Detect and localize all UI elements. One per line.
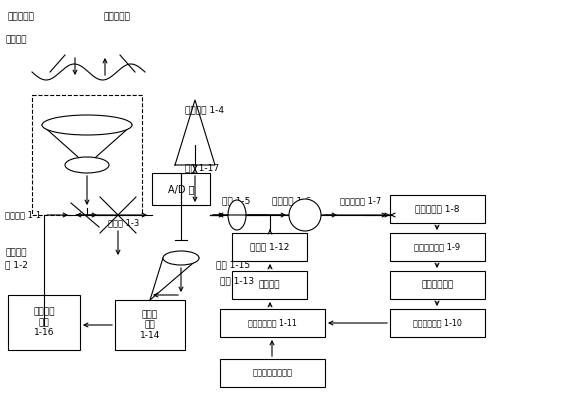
- Text: 大气湍流: 大气湍流: [5, 35, 27, 44]
- Ellipse shape: [228, 200, 246, 230]
- Bar: [32, 95, 142, 215]
- Text: 信号处理中心 1-10: 信号处理中心 1-10: [413, 319, 462, 327]
- Text: 激光器 1-12: 激光器 1-12: [250, 243, 289, 252]
- Bar: [8, 295, 80, 350]
- Bar: [220, 359, 325, 387]
- Text: 快速偏转: 快速偏转: [5, 248, 27, 257]
- Text: 下行信标光: 下行信标光: [8, 12, 35, 21]
- Polygon shape: [175, 100, 215, 165]
- Bar: [220, 309, 325, 337]
- Text: 驱动控制
模块
1-16: 驱动控制 模块 1-16: [34, 307, 55, 337]
- Circle shape: [289, 199, 321, 231]
- Text: 分光镜 1-3: 分光镜 1-3: [108, 218, 139, 227]
- Text: 图像传
感器
1-14: 图像传 感器 1-14: [140, 310, 160, 340]
- Bar: [232, 271, 307, 299]
- Ellipse shape: [42, 115, 132, 135]
- Text: A/D 转: A/D 转: [168, 184, 194, 194]
- Text: 透镜 1-13: 透镜 1-13: [220, 276, 254, 285]
- Text: 信号处理模块 1-9: 信号处理模块 1-9: [415, 243, 461, 252]
- Bar: [232, 233, 307, 261]
- Text: 驱动电流: 驱动电流: [259, 280, 280, 290]
- Text: 透镜 1-5: 透镜 1-5: [222, 196, 250, 205]
- Text: 发送控制模块 1-11: 发送控制模块 1-11: [248, 319, 297, 327]
- Bar: [152, 173, 210, 205]
- Bar: [115, 300, 185, 350]
- Text: 待传上行数据波形: 待传上行数据波形: [253, 369, 293, 377]
- Text: 强度起伏波形: 强度起伏波形: [421, 280, 454, 290]
- Ellipse shape: [163, 251, 199, 265]
- Text: 光电探测器 1-8: 光电探测器 1-8: [415, 205, 460, 213]
- Text: 光圈 1-15: 光圈 1-15: [216, 260, 250, 269]
- Text: 角锥棱镜 1-4: 角锥棱镜 1-4: [185, 105, 224, 114]
- Text: 快门 1-17: 快门 1-17: [185, 163, 219, 172]
- Text: 波分复用器 1-7: 波分复用器 1-7: [340, 196, 381, 205]
- Text: 上行激光束: 上行激光束: [103, 12, 130, 21]
- Text: 光学天线 1-1: 光学天线 1-1: [5, 210, 41, 219]
- Text: 镜 1-2: 镜 1-2: [5, 260, 28, 269]
- Text: 单模光纤 1-6: 单模光纤 1-6: [272, 196, 311, 205]
- Bar: [390, 233, 485, 261]
- Bar: [390, 309, 485, 337]
- Ellipse shape: [65, 157, 109, 173]
- Bar: [390, 271, 485, 299]
- Bar: [390, 195, 485, 223]
